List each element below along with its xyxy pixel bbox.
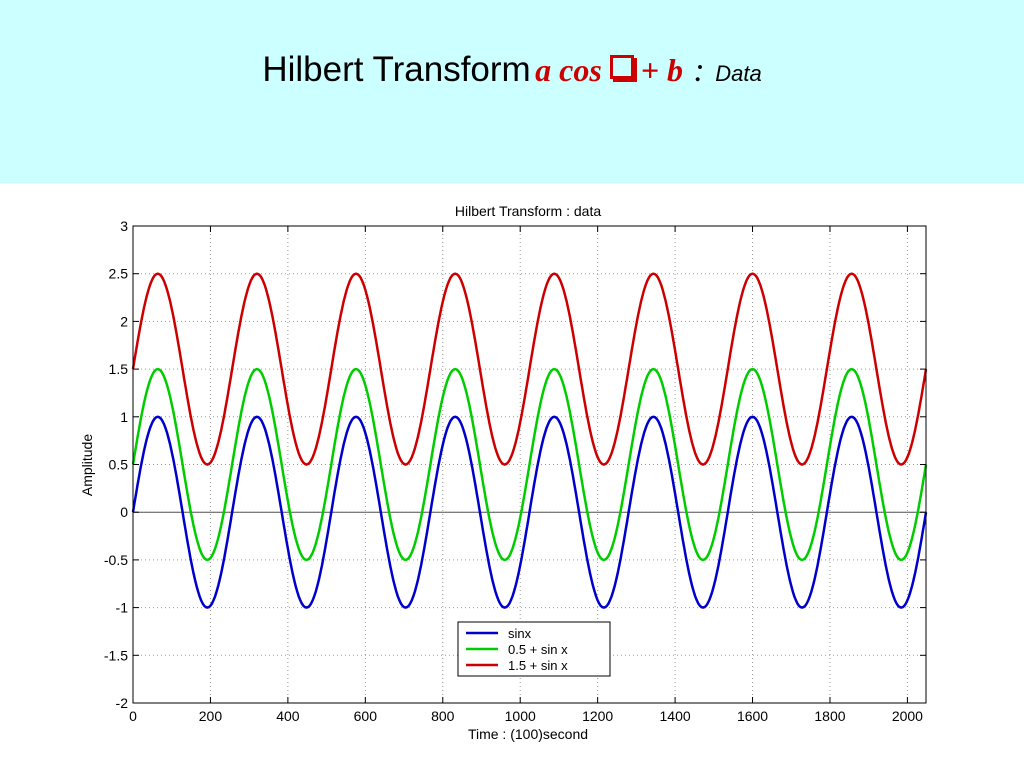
x-tick-label: 1400 (660, 708, 691, 724)
y-tick-label: 1.5 (109, 361, 129, 377)
x-tick-label: 1200 (582, 708, 613, 724)
legend-label: 1.5 + sin x (508, 658, 568, 673)
y-tick-label: -0.5 (104, 552, 128, 568)
theta-symbol-box-icon (610, 55, 635, 79)
slide-title-main: Hilbert Transform (262, 50, 531, 89)
x-tick-label: 600 (354, 708, 378, 724)
legend-label: sinx (508, 626, 532, 641)
x-tick-label: 200 (199, 708, 223, 724)
series-line (131, 367, 928, 562)
y-axis-label: Amplitude (79, 434, 95, 496)
x-tick-label: 0 (129, 708, 137, 724)
y-tick-label: -1 (116, 600, 129, 616)
slide-title-sub: Data (715, 61, 762, 86)
x-axis-label: Time : (100)second (468, 726, 588, 742)
plot-area: 0 200 400 600 800 1000 1200 1400 1600 1800 2000 -2 -… (104, 218, 928, 724)
slide-title: Hilbert Transform a cos + b : Data (0, 50, 1024, 90)
series-line (131, 415, 928, 609)
y-tick-label: 2 (120, 313, 128, 329)
x-tick-label: 2000 (892, 708, 923, 724)
x-tick-label: 800 (431, 708, 455, 724)
y-tick-label: 1 (120, 409, 128, 425)
series-line (131, 272, 928, 466)
slide-title-formula-b: + b (640, 52, 683, 88)
y-tick-label: 2.5 (109, 266, 129, 282)
chart-title: Hilbert Transform : data (455, 203, 601, 219)
x-tick-label: 1600 (737, 708, 768, 724)
y-tick-label: -1.5 (104, 647, 128, 663)
slide-header: Hilbert Transform a cos + b : Data (0, 0, 1024, 183)
x-tick-label: 400 (276, 708, 300, 724)
y-tick-label: 0 (120, 504, 128, 520)
x-tick-label: 1000 (505, 708, 536, 724)
y-tick-label: -2 (116, 695, 129, 711)
x-tick-label: 1800 (814, 708, 845, 724)
y-tick-label: 0.5 (109, 457, 129, 473)
y-tick-label: 3 (120, 218, 128, 234)
legend-label: 0.5 + sin x (508, 642, 568, 657)
slide-title-formula-a: a cos (535, 52, 602, 88)
chart: Hilbert Transform : data Time : (100)sec… (79, 203, 928, 742)
slide-title-colon: : (693, 52, 705, 89)
